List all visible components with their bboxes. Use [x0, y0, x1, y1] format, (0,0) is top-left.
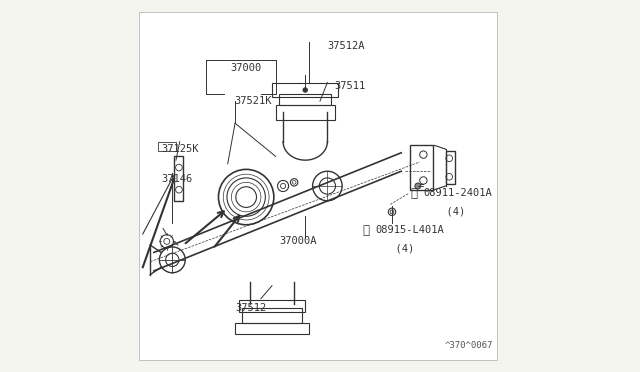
Text: 37000: 37000: [230, 63, 262, 73]
Bar: [410, 145, 433, 190]
Bar: [235, 323, 309, 334]
Bar: [445, 151, 455, 184]
Text: 37000A: 37000A: [279, 236, 317, 246]
Bar: [272, 83, 339, 97]
Text: (4): (4): [383, 244, 414, 254]
Bar: [174, 157, 184, 201]
Text: Ⓦ: Ⓦ: [363, 224, 370, 237]
Circle shape: [303, 88, 307, 92]
Bar: [157, 142, 176, 151]
Text: 37146: 37146: [161, 174, 193, 184]
Circle shape: [415, 183, 420, 189]
Text: 08911-2401A: 08911-2401A: [424, 188, 492, 198]
Text: 37512: 37512: [235, 303, 266, 313]
Text: ^370^0067: ^370^0067: [445, 341, 493, 350]
Text: (4): (4): [435, 207, 466, 217]
Text: 37511: 37511: [335, 81, 366, 91]
Bar: [280, 94, 331, 105]
Text: 37125K: 37125K: [161, 144, 199, 154]
Bar: [243, 308, 301, 323]
Text: 08915-L401A: 08915-L401A: [376, 225, 444, 235]
Text: 37521K: 37521K: [235, 96, 272, 106]
Bar: [276, 105, 335, 119]
Text: 37512A: 37512A: [328, 41, 365, 51]
Text: Ⓝ: Ⓝ: [411, 187, 418, 200]
Bar: [239, 301, 305, 311]
